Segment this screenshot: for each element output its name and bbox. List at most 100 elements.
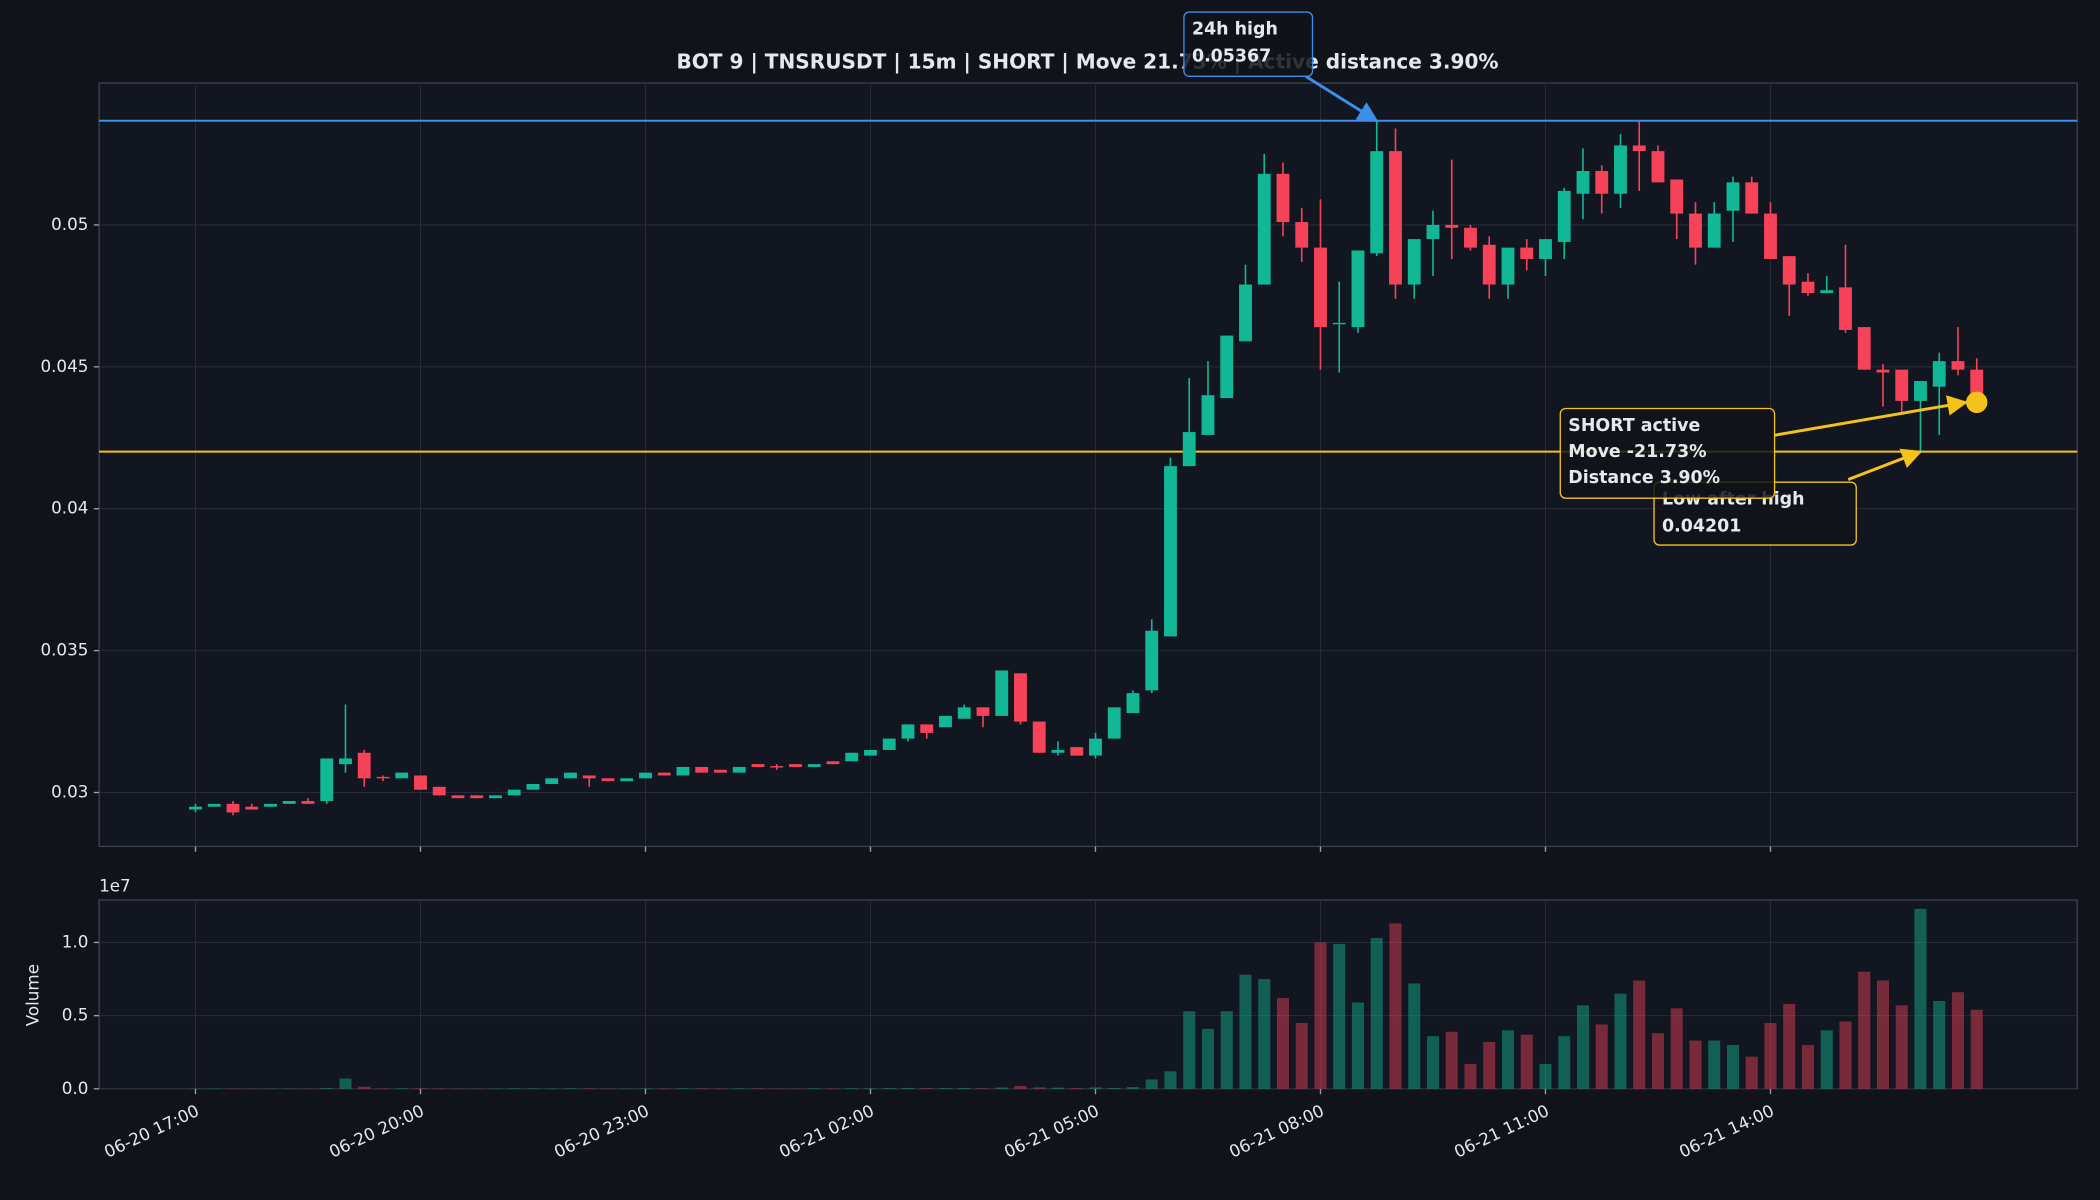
volume-bar (1933, 1001, 1946, 1089)
volume-panel (98, 899, 2078, 1090)
annotation-arrow (1774, 395, 1969, 437)
candle-body (714, 769, 727, 773)
candle-body (620, 778, 634, 782)
candle-body (1107, 707, 1121, 739)
price-panel (98, 82, 2078, 848)
candle-body (357, 752, 371, 779)
volume-bar (883, 1088, 896, 1089)
candle-body (1201, 395, 1215, 435)
candle-body (1370, 151, 1384, 254)
candle-body (564, 772, 577, 779)
volume-bar (1370, 938, 1383, 1089)
candle-body (507, 789, 521, 796)
candle-body (1051, 749, 1065, 753)
candle-body (1389, 151, 1402, 285)
candle-body (1145, 630, 1159, 691)
volume-bar (845, 1088, 858, 1089)
chart-title: BOT 9 | TNSRUSDT | 15m | SHORT | Move 21… (676, 49, 1498, 73)
candle-body (995, 670, 1009, 716)
candle-body (770, 766, 784, 768)
candle-body (1876, 369, 1890, 373)
candle-body (845, 752, 859, 762)
volume-bar (958, 1087, 971, 1089)
y-tick-label: 0.03 (51, 782, 88, 802)
volume-bar (1014, 1085, 1027, 1089)
candle-body (1595, 171, 1609, 194)
volume-bar (1820, 1030, 1833, 1089)
annotation-text: Distance 3.90% (1568, 468, 1720, 488)
volume-bar (1539, 1063, 1552, 1089)
volume-bar (995, 1087, 1008, 1089)
y-tick-label: 0.035 (40, 640, 88, 660)
volume-bar (1708, 1040, 1721, 1089)
y-tick-label: 0.05 (51, 214, 88, 234)
candle-body (1951, 361, 1965, 370)
candle-body (1426, 224, 1440, 240)
volume-bar (1501, 1030, 1515, 1089)
volume-bar (920, 1088, 933, 1089)
candle-body (1089, 738, 1102, 756)
candle-body (1839, 287, 1852, 330)
volume-bar (976, 1088, 990, 1089)
candle-body (582, 775, 596, 779)
candle-body (657, 772, 671, 776)
volume-bar (1783, 1003, 1796, 1089)
volume-bar (1651, 1033, 1665, 1089)
candle-body (1464, 227, 1477, 248)
candle-body (451, 795, 465, 799)
candle-body (676, 766, 690, 776)
candle-body (732, 766, 746, 773)
volume-bar (1745, 1056, 1758, 1089)
candle-body (1407, 239, 1421, 285)
candle-body (1782, 256, 1796, 285)
volume-bar (1633, 980, 1646, 1089)
volume-bar (1183, 1011, 1196, 1089)
y-tick-label: 0.045 (40, 356, 88, 376)
volume-bar (1333, 943, 1346, 1089)
candle-body (1276, 173, 1290, 223)
candle-body (1239, 284, 1252, 342)
candle-body (245, 806, 259, 810)
candle-body (1557, 190, 1571, 242)
volume-bar (339, 1078, 352, 1089)
candle-body (395, 772, 409, 779)
volume-bar (1670, 1008, 1683, 1089)
candle-body (1707, 213, 1721, 248)
y-tick-label: 0.5 (62, 1005, 89, 1025)
candle-body (1220, 335, 1234, 399)
candle-body (1482, 244, 1496, 285)
annotation-text: SHORT active (1568, 416, 1700, 436)
volume-bar (1408, 983, 1421, 1089)
candle-body (976, 707, 990, 716)
volume-bar (320, 1087, 333, 1089)
last-close-marker (1966, 391, 1988, 414)
volume-bar (1895, 1005, 1908, 1089)
volume-bar (1576, 1005, 1590, 1089)
candle-body (957, 707, 971, 719)
volume-bar (1914, 908, 1927, 1089)
volume-bar (1239, 974, 1252, 1089)
candle-body (339, 758, 352, 765)
volume-bar (1070, 1088, 1083, 1089)
candle-body (1520, 247, 1534, 259)
candle-body (282, 801, 296, 804)
candle-body (1801, 281, 1815, 294)
volume-bar (1276, 998, 1290, 1089)
volume-bar (1558, 1036, 1571, 1089)
volume-bar (1464, 1063, 1477, 1089)
volume-bar (1295, 1022, 1308, 1089)
volume-bar (1951, 992, 1965, 1089)
volume-bar (939, 1088, 952, 1089)
candle-body (1032, 721, 1046, 753)
volume-bar (1164, 1071, 1177, 1089)
candle-body (1726, 182, 1740, 211)
annotation-arrow (1305, 75, 1379, 123)
candle-body (639, 772, 652, 779)
annotation-value: 0.05367 (1192, 46, 1271, 66)
volume-bar (1089, 1087, 1102, 1089)
volume-bar (1858, 971, 1871, 1089)
volume-bar (1689, 1040, 1702, 1089)
candle-body (1914, 381, 1927, 401)
candle-body (1651, 151, 1665, 183)
